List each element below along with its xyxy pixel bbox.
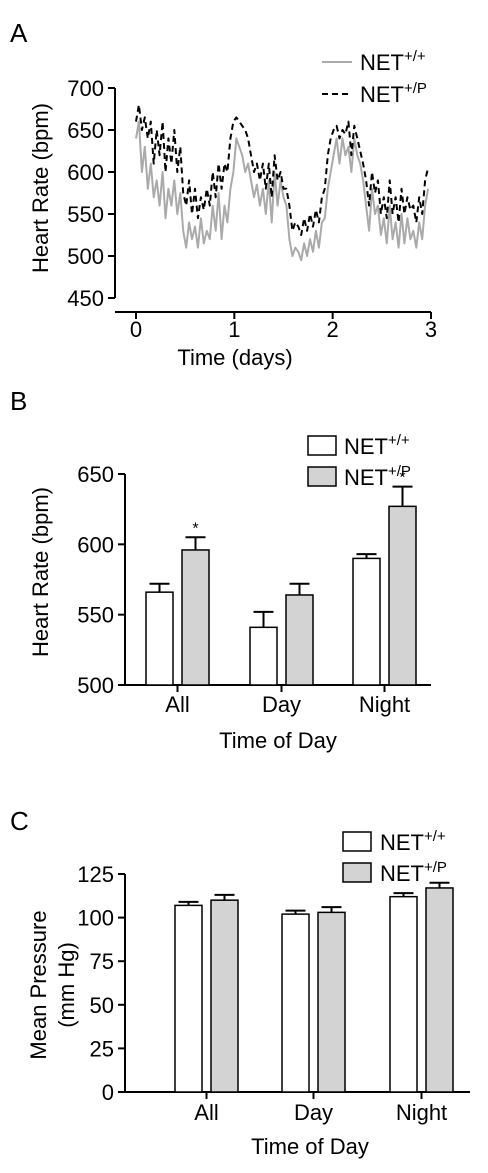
y-tick-label: 600: [67, 160, 104, 185]
panel-a-x-axis-label: Time (days): [177, 345, 292, 370]
legend-swatch-net-wt: [307, 435, 337, 456]
series-line-net-p: [135, 103, 430, 236]
legend-swatch-net-wt: [342, 831, 372, 852]
x-category-label: Night: [396, 1100, 447, 1125]
y-tick-label: 450: [67, 286, 104, 311]
y-tick-label: 0: [102, 1080, 114, 1105]
legend-swatch-net-p: [307, 466, 337, 487]
y-tick-label: 650: [67, 118, 104, 143]
legend-swatch-net-p: [342, 862, 372, 883]
panel-a-y-axis-label: Heart Rate (bpm): [28, 103, 53, 273]
y-tick-label: 550: [77, 603, 114, 628]
panel-c-x-ticks: All Day Night: [194, 1092, 447, 1125]
bar-day-net-p: [317, 911, 346, 1093]
bar-night-net-p: [425, 887, 454, 1093]
bar-all-net-p: [181, 549, 210, 686]
y-tick-label: 500: [77, 673, 114, 698]
x-category-label: Day: [262, 692, 301, 717]
panel-c-letter: C: [10, 806, 29, 836]
legend-label-net-wt: NET+/+: [360, 48, 426, 75]
significance-marker: *: [399, 470, 405, 487]
panel-b-y-axis-label: Heart Rate (bpm): [28, 487, 53, 657]
y-tick-label: 700: [67, 76, 104, 101]
bar-all-net-wt: [174, 904, 203, 1093]
y-tick-label: 125: [77, 862, 114, 887]
panel-b-x-ticks: All Day Night: [165, 685, 410, 717]
panel-b-x-axis-label: Time of Day: [219, 728, 337, 753]
y-tick-label: 550: [67, 202, 104, 227]
panel-a: A 450 500 550 600 650 700 0 1 2 3 Time (days) He…: [10, 18, 437, 370]
panel-a-letter: A: [10, 18, 28, 48]
panel-a-legend: NET+/+ NET+/P: [322, 48, 427, 107]
bar-all-net-wt: [145, 591, 174, 686]
bar-night-net-wt: [352, 557, 381, 686]
significance-marker: *: [192, 520, 198, 537]
panel-c-y-axis-label-line2: (mm Hg): [54, 942, 79, 1028]
y-tick-label: 100: [77, 906, 114, 931]
x-category-label: All: [194, 1100, 218, 1125]
y-tick-label: 75: [90, 949, 114, 974]
bar-day-net-p: [285, 594, 314, 686]
x-category-label: Night: [359, 692, 410, 717]
panel-c-legend: NET+/+ NET+/P: [342, 828, 447, 886]
panel-b-y-ticks: 500 550 600 650: [77, 462, 125, 698]
y-tick-label: 25: [90, 1036, 114, 1061]
bar-night-net-p: [388, 505, 417, 686]
y-tick-label: 650: [77, 462, 114, 487]
x-tick-label: 2: [327, 317, 339, 342]
panel-b-legend: NET+/+ NET+/P: [307, 432, 411, 490]
y-tick-label: 500: [67, 244, 104, 269]
panel-b-letter: B: [10, 386, 27, 416]
y-tick-label: 50: [90, 993, 114, 1018]
panel-c-bars: [174, 881, 454, 1093]
x-category-label: Day: [294, 1100, 333, 1125]
legend-label-net-p: NET+/P: [380, 859, 447, 886]
panel-c-y-axis-label-line1: Mean Pressure: [26, 910, 51, 1059]
legend-label-net-wt: NET+/+: [344, 432, 410, 459]
legend-label-net-wt: NET+/+: [380, 828, 446, 855]
series-line-net-wt: [135, 120, 430, 262]
legend-label-net-p: NET+/P: [344, 463, 411, 490]
bar-day-net-wt: [249, 626, 278, 686]
panel-a-series: [135, 103, 430, 262]
x-tick-label: 3: [425, 317, 437, 342]
bar-day-net-wt: [281, 913, 310, 1093]
panel-b-bars: **: [145, 470, 417, 686]
panel-a-y-ticks: 450 500 550 600 650 700: [67, 76, 115, 311]
legend-label-net-p: NET+/P: [360, 80, 427, 107]
x-tick-label: 1: [228, 317, 240, 342]
panel-c-y-ticks: 0 25 50 75 100 125: [77, 862, 125, 1105]
bar-all-net-p: [210, 899, 239, 1093]
panel-a-x-ticks: 0 1 2 3: [130, 312, 437, 342]
y-tick-label: 600: [77, 532, 114, 557]
bar-night-net-wt: [389, 895, 418, 1093]
x-tick-label: 0: [130, 317, 142, 342]
x-category-label: All: [165, 692, 189, 717]
panel-c-x-axis-label: Time of Day: [251, 1134, 369, 1159]
